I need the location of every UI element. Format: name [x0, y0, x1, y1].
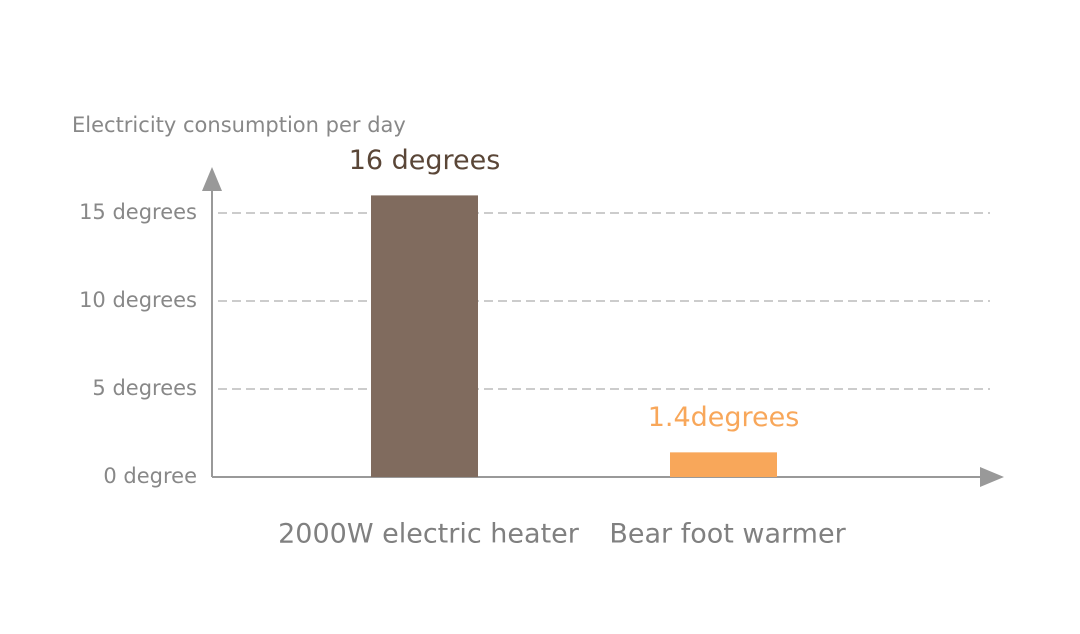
y-tick-label: 5 degrees — [92, 376, 197, 400]
bar — [670, 452, 777, 477]
y-axis-arrow — [202, 167, 222, 191]
y-tick-label: 15 degrees — [79, 200, 197, 224]
y-tick-label: 0 degree — [103, 464, 197, 488]
bar — [371, 195, 478, 477]
x-tick-label: 2000W electric heater — [278, 519, 580, 550]
value-label: 16 degrees — [349, 145, 501, 176]
x-tick-label: Bear foot warmer — [609, 519, 846, 550]
value-label: 1.4degrees — [648, 402, 800, 433]
y-tick-label: 10 degrees — [79, 288, 197, 312]
x-axis-arrow — [980, 467, 1004, 487]
y-axis-label: Electricity consumption per day — [72, 113, 406, 137]
